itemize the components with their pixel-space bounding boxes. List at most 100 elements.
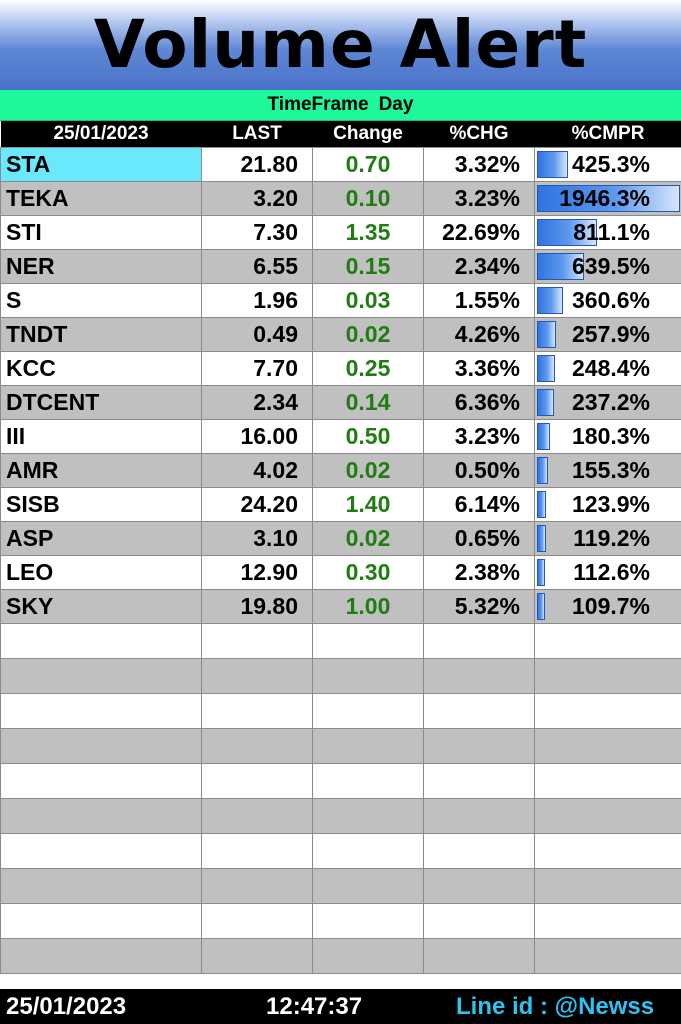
table-row: TEKA 3.20 0.10 3.23% 1946.3%: [0, 181, 681, 216]
table-row: STI 7.30 1.35 22.69% 811.1%: [0, 215, 681, 250]
pct-cmpr-cell: 360.6%: [534, 283, 681, 318]
empty-cell: [312, 623, 424, 659]
symbol-cell: S: [0, 283, 202, 318]
empty-cell: [312, 728, 424, 764]
empty-row: [0, 623, 681, 659]
pct-cmpr-cell: 180.3%: [534, 419, 681, 454]
empty-row: [0, 693, 681, 729]
pct-cmpr-cell: 425.3%: [534, 147, 681, 182]
empty-cell: [534, 658, 681, 694]
cmpr-bar: [537, 219, 597, 246]
cmpr-bar: [537, 355, 555, 382]
empty-cell: [534, 763, 681, 799]
change-cell: 1.35: [312, 215, 424, 250]
pct-cmpr-cell: 248.4%: [534, 351, 681, 386]
table-row: STA 21.80 0.70 3.32% 425.3%: [0, 147, 681, 182]
change-cell: 0.50: [312, 419, 424, 454]
empty-cell: [201, 868, 313, 904]
pct-chg-cell: 3.23%: [423, 181, 535, 216]
empty-cell: [312, 938, 424, 974]
cmpr-bar: [537, 593, 545, 620]
empty-cell: [534, 693, 681, 729]
cmpr-bar: [537, 151, 568, 178]
empty-cell: [201, 833, 313, 869]
volume-table: 25/01/2023 LAST Change %CHG %CMPR STA 21.…: [0, 121, 681, 974]
empty-cell: [534, 623, 681, 659]
cmpr-value: 155.3%: [571, 457, 650, 483]
symbol-cell: LEO: [0, 555, 202, 590]
empty-cell: [423, 623, 535, 659]
symbol-cell: III: [0, 419, 202, 454]
symbol-cell: SKY: [0, 589, 202, 624]
table-row: III 16.00 0.50 3.23% 180.3%: [0, 419, 681, 454]
change-cell: 0.30: [312, 555, 424, 590]
empty-cell: [312, 693, 424, 729]
empty-cell: [312, 658, 424, 694]
change-cell: 0.15: [312, 249, 424, 284]
title-banner: Volume Alert: [0, 0, 681, 90]
empty-row: [0, 658, 681, 694]
table-row: SKY 19.80 1.00 5.32% 109.7%: [0, 589, 681, 624]
last-cell: 2.34: [201, 385, 313, 420]
empty-cell: [312, 833, 424, 869]
cmpr-value: 811.1%: [573, 219, 650, 245]
table-row: NER 6.55 0.15 2.34% 639.5%: [0, 249, 681, 284]
empty-cell: [0, 728, 202, 764]
empty-row: [0, 833, 681, 869]
empty-cell: [312, 763, 424, 799]
pct-cmpr-cell: 1946.3%: [534, 181, 681, 216]
change-cell: 0.02: [312, 521, 424, 556]
cmpr-bar: [537, 525, 546, 552]
empty-cell: [0, 658, 202, 694]
timeframe-label: TimeFrame: [267, 94, 369, 115]
empty-cell: [201, 693, 313, 729]
cmpr-value: 639.5%: [571, 253, 650, 279]
empty-cell: [201, 658, 313, 694]
table-row: LEO 12.90 0.30 2.38% 112.6%: [0, 555, 681, 590]
timeframe-value: Day: [378, 94, 414, 115]
page-title: Volume Alert: [93, 6, 588, 83]
symbol-cell: STA: [0, 147, 202, 182]
symbol-cell: STI: [0, 215, 202, 250]
pct-cmpr-cell: 237.2%: [534, 385, 681, 420]
pct-chg-cell: 5.32%: [423, 589, 535, 624]
cmpr-value: 180.3%: [571, 423, 650, 449]
symbol-cell: KCC: [0, 351, 202, 386]
pct-chg-cell: 6.14%: [423, 487, 535, 522]
pct-chg-cell: 0.65%: [423, 521, 535, 556]
pct-cmpr-cell: 119.2%: [534, 521, 681, 556]
empty-cell: [423, 938, 535, 974]
empty-cell: [423, 658, 535, 694]
header-pct-cmpr: %CMPR: [534, 121, 681, 148]
cmpr-value: 123.9%: [571, 491, 650, 517]
cmpr-value: 425.3%: [571, 151, 650, 177]
pct-chg-cell: 6.36%: [423, 385, 535, 420]
empty-cell: [423, 763, 535, 799]
pct-chg-cell: 1.55%: [423, 283, 535, 318]
empty-cell: [0, 798, 202, 834]
empty-cell: [423, 903, 535, 939]
empty-cell: [0, 938, 202, 974]
pct-cmpr-cell: 109.7%: [534, 589, 681, 624]
empty-cell: [534, 938, 681, 974]
last-cell: 3.10: [201, 521, 313, 556]
symbol-cell: SISB: [0, 487, 202, 522]
table-row: KCC 7.70 0.25 3.36% 248.4%: [0, 351, 681, 386]
cmpr-bar: [537, 389, 554, 416]
empty-cell: [0, 693, 202, 729]
footer-line-id: Line id : @Newss: [456, 993, 655, 1020]
table-header: 25/01/2023 LAST Change %CHG %CMPR: [0, 121, 681, 148]
empty-row: [0, 728, 681, 764]
footer-time: 12:47:37: [266, 993, 363, 1020]
table-row: AMR 4.02 0.02 0.50% 155.3%: [0, 453, 681, 488]
header-pct-chg: %CHG: [423, 121, 535, 148]
cmpr-bar: [537, 287, 563, 314]
table-row: TNDT 0.49 0.02 4.26% 257.9%: [0, 317, 681, 352]
cmpr-bar: [537, 491, 546, 518]
empty-cell: [423, 728, 535, 764]
header-date: 25/01/2023: [0, 121, 202, 148]
pct-chg-cell: 3.36%: [423, 351, 535, 386]
empty-cell: [534, 903, 681, 939]
footer-date: 25/01/2023: [6, 993, 127, 1020]
